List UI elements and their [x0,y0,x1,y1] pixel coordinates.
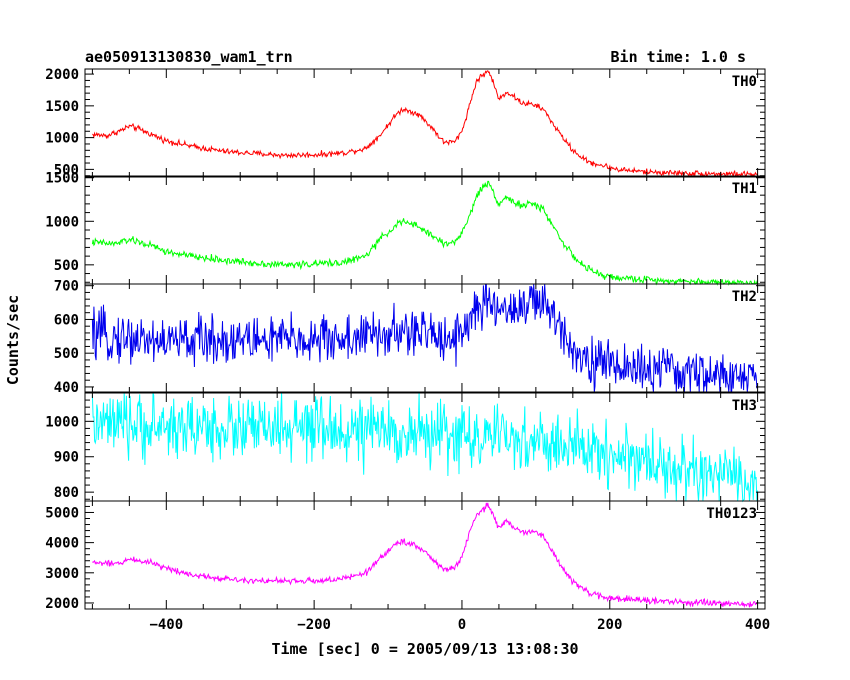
series-label: TH0 [732,74,757,90]
panel-frame [84,500,766,610]
y-tick-label: 2000 [45,596,79,612]
y-tick-label: 4000 [45,536,79,552]
series-line-th2 [91,283,759,393]
series-label: TH3 [732,398,757,414]
y-tick-label: 700 [54,279,79,295]
series-label: TH0123 [706,506,757,522]
chart-title: ae050913130830_wam1_trn [85,48,293,66]
x-tick-label: −200 [297,617,331,633]
x-tick-label: −400 [149,617,183,633]
y-tick-label: 1000 [45,214,79,230]
y-tick-label: 5000 [45,505,79,521]
panel-th0: 500 1000 1500 2000 TH0 [45,67,766,178]
series-line-th1 [91,180,759,286]
y-tick-label: 500 [54,162,79,178]
chart-subtitle: Bin time: 1.0 s [611,48,746,66]
y-tick-label: 900 [54,450,79,466]
y-axis-title: Counts/sec [4,295,22,385]
x-axis-title: Time [sec] 0 = 2005/09/13 13:08:30 [271,640,578,658]
series-label: TH1 [732,181,757,197]
panel-th1: 500 1000 1500 TH1 [45,171,766,286]
y-tick-label: 1500 [45,171,79,187]
series-label: TH2 [732,289,757,305]
x-tick-label: 400 [745,617,770,633]
series-line-th3 [91,392,759,503]
y-tick-label: 3000 [45,566,79,582]
y-tick-label: 600 [54,312,79,328]
y-tick-label: 800 [54,485,79,501]
panel-th2: 400 500 600 700 TH2 [54,279,766,396]
y-tick-label: 500 [54,258,79,274]
y-tick-label: 2000 [45,67,79,83]
y-tick-label: 500 [54,346,79,362]
series-line-th0123 [92,502,759,609]
y-tick-label: 1000 [45,414,79,430]
y-tick-label: 400 [54,380,79,396]
series-line-th0 [92,70,759,178]
x-tick-label: 200 [597,617,622,633]
x-tick-label: 0 [458,617,466,633]
y-tick-label: 1000 [45,131,79,147]
panel-frame [84,68,766,178]
y-tick-label: 1500 [45,99,79,115]
panel-th3: 800 900 1000 TH3 [45,392,766,503]
panel-th0123: 2000 3000 4000 5000 TH0123 [45,500,766,612]
